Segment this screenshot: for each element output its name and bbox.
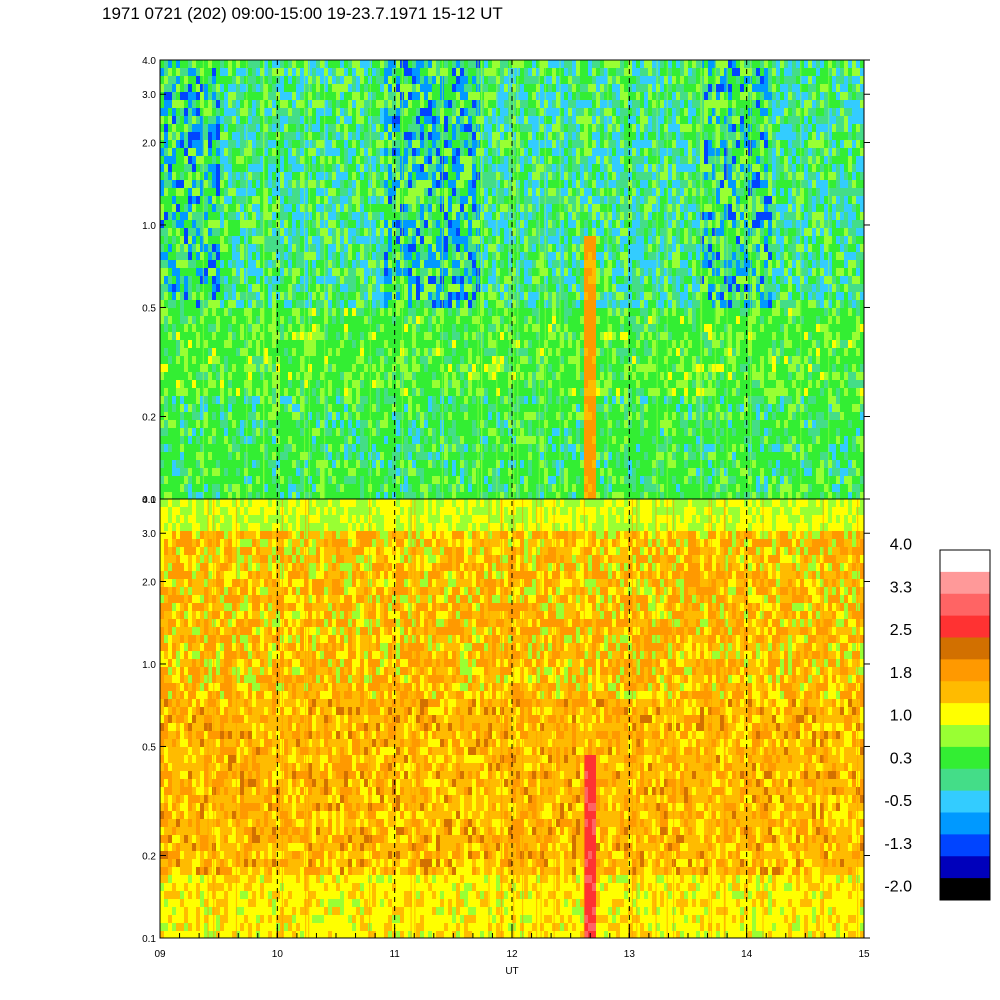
colorbar-label: 0.3 <box>890 750 912 767</box>
y-tick-label: 0.5 <box>142 742 156 753</box>
colorbar-legend: 4.0 3.3 2.5 1.8 1.0 0.3 -0.5 -1.3 -2.0 <box>884 537 990 901</box>
colorbar-label: -0.5 <box>884 793 912 810</box>
colorbar-label: -2.0 <box>884 879 912 896</box>
x-tick-label: 09 <box>154 949 166 960</box>
colorbar-label: 2.5 <box>890 622 912 639</box>
colorbar-swatch <box>940 878 990 900</box>
colorbar-swatch <box>940 616 990 638</box>
x-axis-label: UT <box>505 966 518 977</box>
colorbar-swatch <box>940 681 990 703</box>
colorbar-swatch <box>940 747 990 769</box>
y-tick-label: 3.0 <box>142 529 156 540</box>
colorbar-swatch <box>940 594 990 616</box>
colorbar-swatch <box>940 659 990 681</box>
colorbar-label: 3.3 <box>890 579 912 596</box>
y-tick-label: 0.1 <box>142 934 156 945</box>
colorbar-label: 4.0 <box>890 537 912 554</box>
x-tick-label: 14 <box>741 949 753 960</box>
colorbar-swatch <box>940 769 990 791</box>
colorbar-swatch <box>940 550 990 572</box>
y-tick-label: 4.0 <box>142 56 156 67</box>
y-tick-label: 4.0 <box>142 495 156 506</box>
y-tick-label: 0.5 <box>142 303 156 314</box>
colorbar-swatch <box>940 703 990 725</box>
y-tick-label: 2.0 <box>142 577 156 588</box>
x-tick-label: 11 <box>389 949 400 960</box>
y-tick-label: 0.2 <box>142 852 156 863</box>
x-tick-label: 10 <box>272 949 284 960</box>
y-tick-label: 1.0 <box>142 221 156 232</box>
colorbar-swatch <box>940 638 990 660</box>
y-tick-label: 1.0 <box>142 660 156 671</box>
colorbar-label: 1.8 <box>890 665 912 682</box>
colorbar-swatch <box>940 791 990 813</box>
y-tick-label: 2.0 <box>142 138 156 149</box>
colorbar-label: 1.0 <box>890 708 912 725</box>
x-tick-label: 15 <box>858 949 870 960</box>
colorbar-swatch <box>940 856 990 878</box>
colorbar-swatch <box>940 834 990 856</box>
colorbar-label: -1.3 <box>884 836 912 853</box>
colorbar-swatch <box>940 813 990 835</box>
x-tick-label: 12 <box>506 949 518 960</box>
colorbar-swatch <box>940 725 990 747</box>
colorbar-swatch <box>940 572 990 594</box>
y-tick-label: 3.0 <box>142 90 156 101</box>
x-tick-label: 13 <box>624 949 636 960</box>
y-tick-label: 0.2 <box>142 413 156 424</box>
